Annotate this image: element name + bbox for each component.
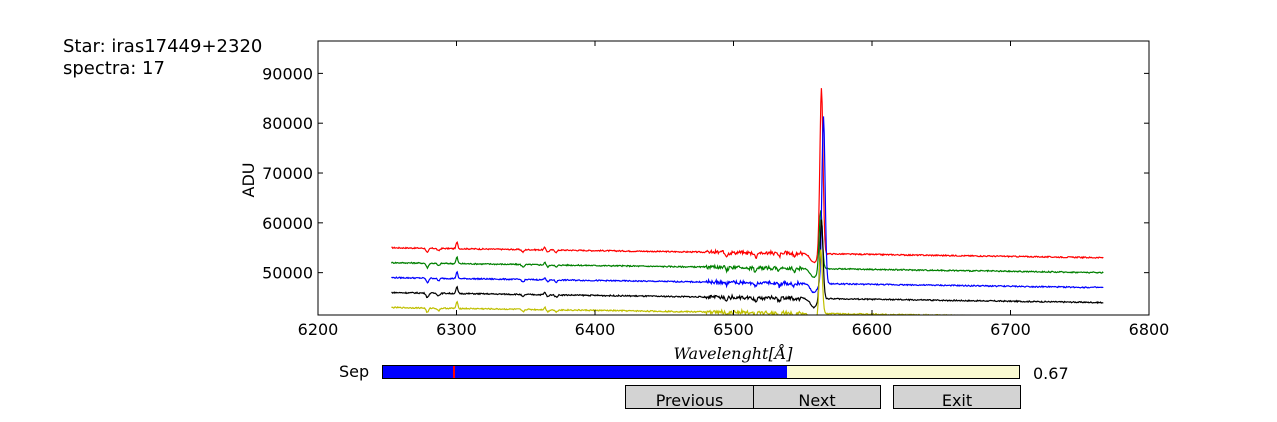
y-tick-label: 50000: [262, 264, 313, 283]
series-layer: [390, 88, 1104, 315]
spectrum-series-line: [391, 88, 1104, 264]
x-tick-label: 6300: [436, 320, 477, 339]
axes-frame: [317, 40, 1150, 316]
star-name-text: Star: iras17449+2320: [63, 36, 263, 57]
sep-slider[interactable]: [382, 365, 1020, 379]
x-tick-label: 6600: [852, 320, 893, 339]
previous-button[interactable]: Previous: [625, 385, 754, 410]
tick-layer: 6200 6300 6400 6500 6600 6700 6800 50000 60000 70…: [262, 41, 1169, 339]
x-tick-label: 6500: [713, 320, 754, 339]
y-tick-label: 80000: [262, 114, 313, 133]
sep-slider-fill: [383, 366, 787, 378]
x-tick-label: 6800: [1129, 320, 1170, 339]
sep-slider-initial-marker: [452, 366, 455, 378]
y-axis-label: ADU: [239, 163, 258, 198]
spectrum-series-line: [390, 210, 1104, 279]
y-tick-label: 60000: [262, 214, 313, 233]
spectra-count-text: spectra: 17: [63, 58, 165, 79]
spectrum-series-line: [391, 116, 1104, 294]
exit-button[interactable]: Exit: [893, 385, 1021, 410]
next-button[interactable]: Next: [753, 385, 881, 410]
spectrum-series-line: [391, 219, 1104, 309]
y-tick-label: 70000: [262, 164, 313, 183]
x-tick-label: 6700: [990, 320, 1031, 339]
spectrum-series-line: [391, 249, 1022, 315]
sep-slider-value: 0.67: [1033, 364, 1069, 383]
x-tick-label: 6200: [298, 320, 339, 339]
x-tick-label: 6400: [575, 320, 616, 339]
sep-slider-label: Sep: [339, 362, 370, 381]
y-tick-label: 90000: [262, 64, 313, 83]
x-axis-label: Wavelenght[Å]: [673, 343, 793, 363]
